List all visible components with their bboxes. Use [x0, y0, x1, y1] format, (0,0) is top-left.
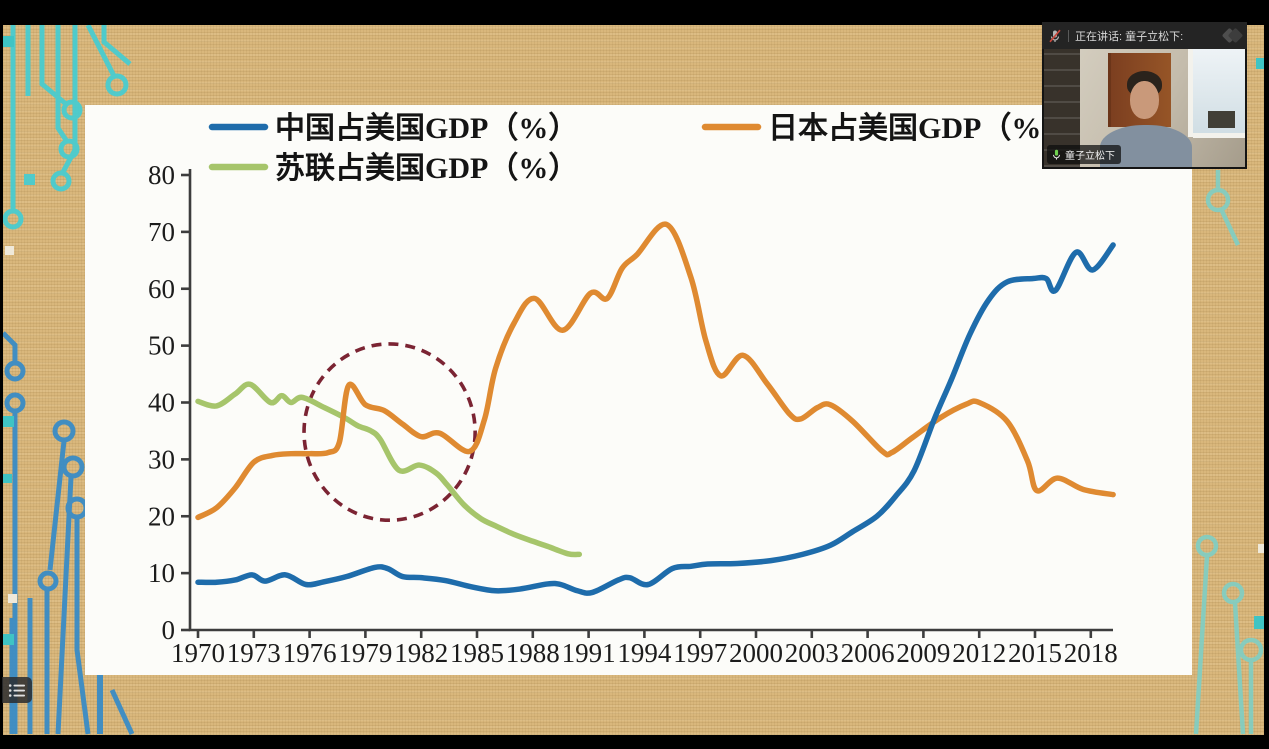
legend-label: 苏联占美国GDP（%）: [275, 151, 578, 185]
y-axis-tick-label: 70: [148, 217, 175, 247]
x-axis-tick-label: 2006: [841, 638, 895, 668]
chart-panel: 0 10 20 30 40 50 60 70 80 1970 1973 1976 1979 1982 198…: [85, 105, 1192, 675]
participant-name-tag: 童子立松下: [1047, 145, 1121, 164]
x-axis-tick-label: 1973: [227, 638, 281, 668]
speaking-status-label: 正在讲话: 童子立松下:: [1075, 30, 1184, 43]
y-axis-tick-label: 60: [148, 274, 175, 304]
participant-name-label: 童子立松下: [1065, 151, 1115, 162]
legend-item: 日本占美国GDP（%）: [701, 111, 1071, 145]
video-overlay[interactable]: 正在讲话: 童子立松下: 童子立松下: [1042, 22, 1247, 169]
participant-video-thumbnail[interactable]: 童子立松下: [1042, 49, 1247, 169]
video-window-object: [1208, 111, 1235, 128]
x-axis-tick-label: 1982: [394, 638, 448, 668]
participant-face: [1130, 81, 1159, 119]
x-axis-tick-label: 1970: [171, 638, 225, 668]
series-line-ussr: [195, 381, 583, 558]
x-axis-tick-label: 1997: [673, 638, 727, 668]
annotation-circle: [302, 342, 477, 523]
video-window-sill: [1193, 133, 1245, 138]
meeting-status-bar: 正在讲话: 童子立松下:: [1042, 22, 1247, 49]
status-bar-divider: [1068, 29, 1069, 42]
series-line-china: [195, 242, 1116, 596]
list-icon: [8, 683, 25, 697]
y-axis-tick-label: 50: [148, 331, 175, 361]
x-axis-tick-label: 2003: [785, 638, 839, 668]
x-axis-tick-label: 2015: [1008, 638, 1062, 668]
y-axis-tick-label: 20: [148, 501, 175, 531]
series-line-japan: [195, 221, 1116, 521]
legend-item: 中国占美国GDP（%）: [208, 111, 578, 145]
legend-item: 苏联占美国GDP（%）: [208, 151, 578, 185]
x-axis-tick-label: 1976: [283, 638, 337, 668]
legend-label: 中国占美国GDP（%）: [275, 111, 578, 145]
y-axis-tick-label: 80: [148, 160, 175, 190]
x-axis-tick-label: 2000: [729, 638, 783, 668]
y-axis-tick-label: 10: [148, 558, 175, 588]
y-axis-tick-label: 30: [148, 444, 175, 474]
chart-axes: [181, 169, 1113, 638]
sidebar-toggle-button[interactable]: [2, 677, 32, 703]
y-axis-tick-label: 0: [162, 615, 176, 645]
meeting-logo-icon: [1221, 27, 1244, 44]
x-axis-tick-label: 1991: [562, 638, 616, 668]
mic-muted-icon: [1049, 29, 1061, 42]
legend-label: 日本占美国GDP（%）: [768, 111, 1071, 145]
x-axis-tick-label: 2009: [896, 638, 950, 668]
x-axis-tick-label: 1994: [617, 638, 672, 668]
x-axis-tick-label: 2012: [952, 638, 1006, 668]
x-axis-tick-label: 1988: [506, 638, 560, 668]
x-axis-tick-label: 1985: [450, 638, 504, 668]
mic-on-icon: [1053, 149, 1060, 160]
y-axis-tick-label: 40: [148, 388, 175, 418]
x-axis-tick-label: 2018: [1064, 638, 1118, 668]
x-axis-tick-label: 1979: [338, 638, 392, 668]
